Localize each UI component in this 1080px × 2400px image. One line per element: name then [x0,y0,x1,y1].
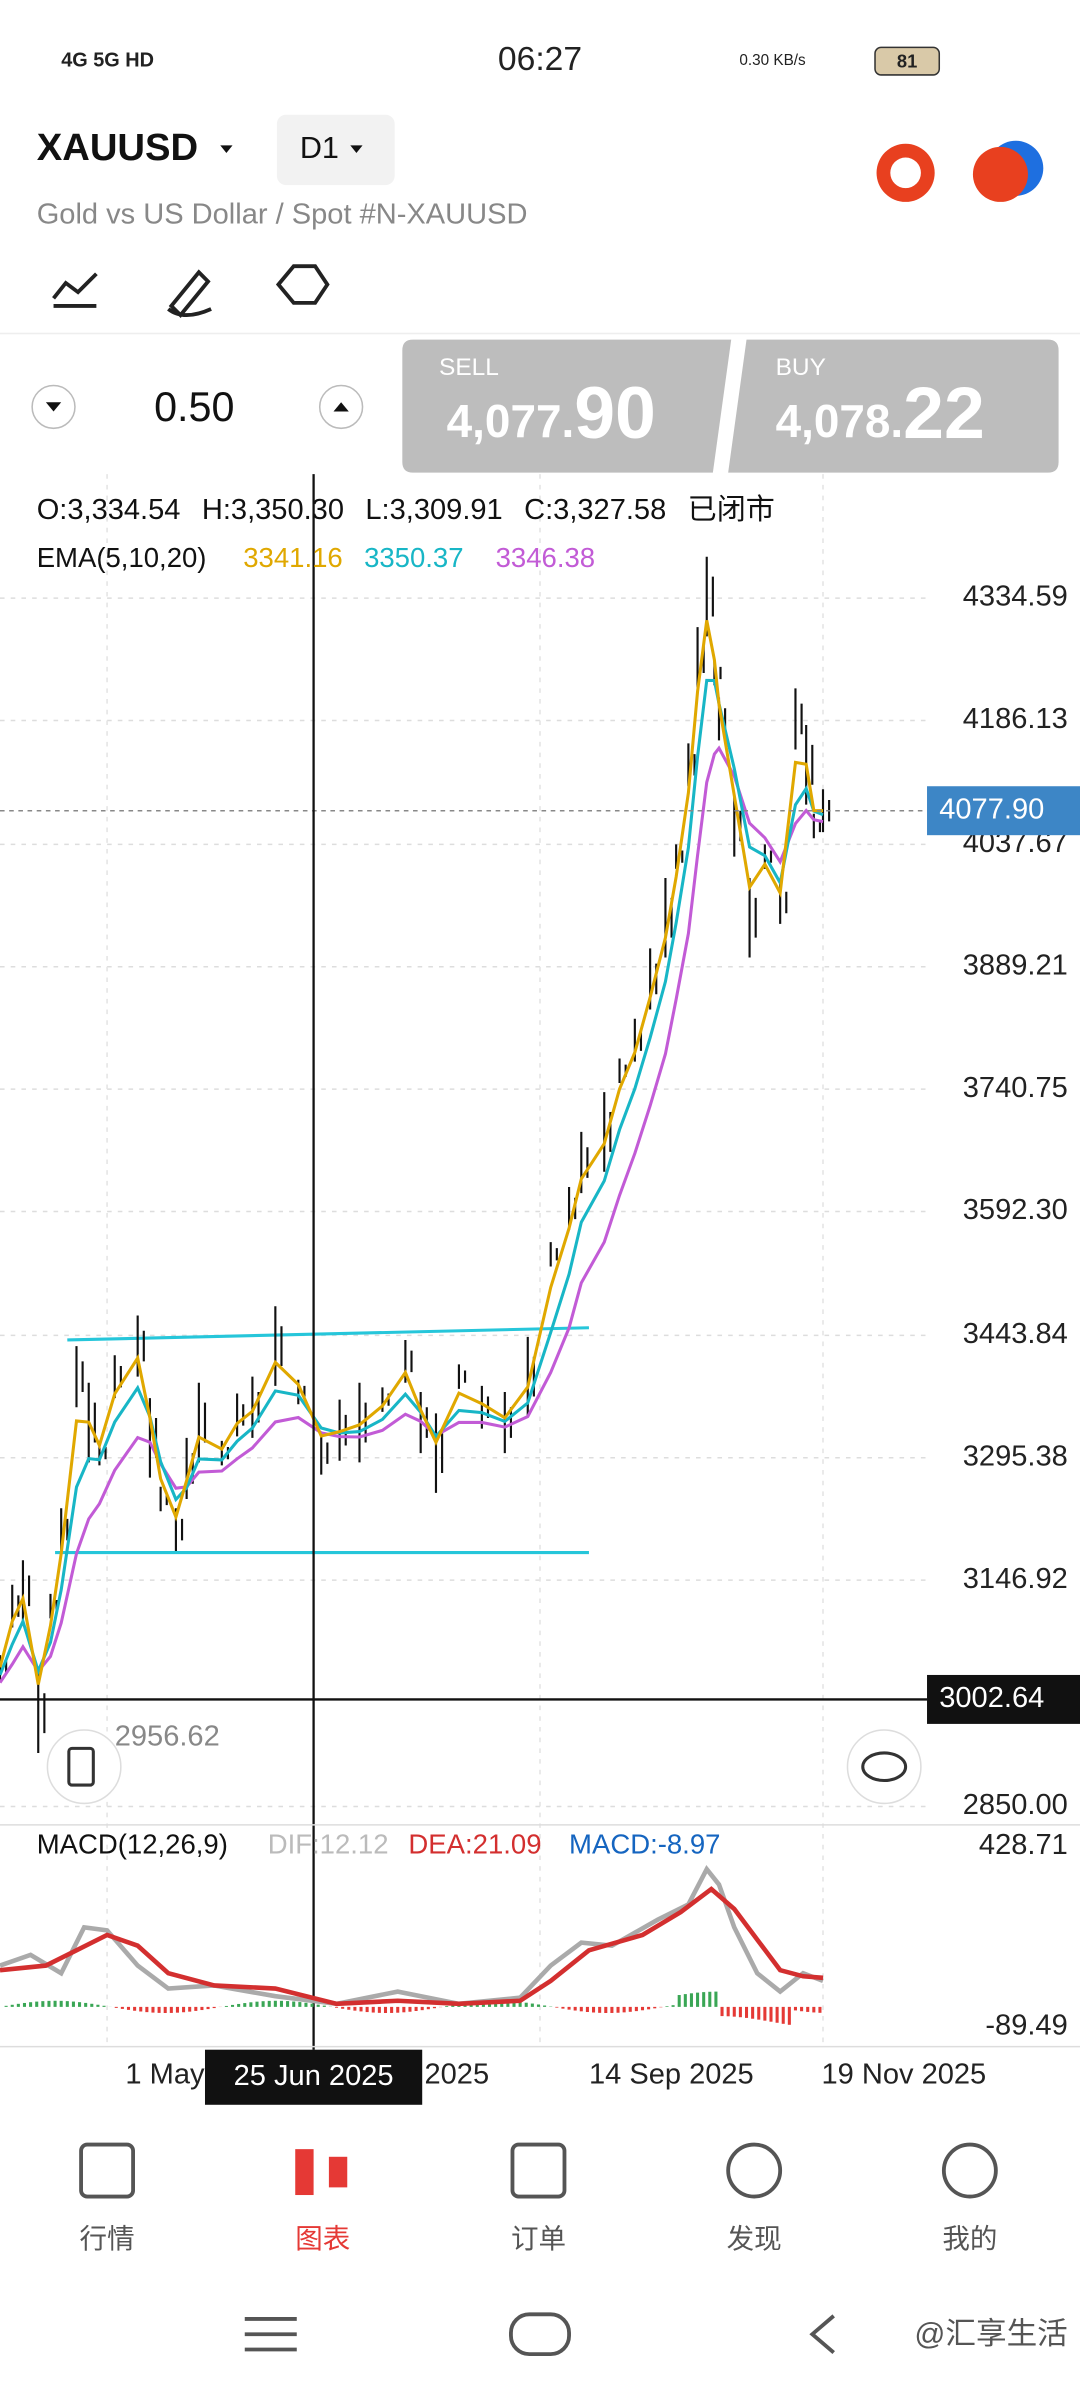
buy-main: 4,078.22 [776,373,985,455]
nav-label[interactable]: 订单 [511,2223,566,2254]
lot[interactable]: 0.50 [154,384,234,430]
settings-icon[interactable] [275,264,330,305]
indicator-icon[interactable] [52,272,98,308]
price-label: 3146.92 [963,1563,1068,1595]
dropdown [220,145,233,153]
nav-icon [328,2156,348,2188]
x-label: 14 Sep 2025 [589,2058,754,2090]
min-label: 2956.62 [115,1720,220,1752]
macd-lines [0,1865,824,2025]
nav-label[interactable]: 图表 [295,2223,350,2254]
macd-max: 428.71 [979,1829,1068,1861]
crosshair-price-box [927,1674,1080,1724]
x-label: 19 Nov 2025 [821,2058,986,2090]
sell-main: 4,077.90 [447,373,656,455]
trendline [67,1326,589,1342]
nav-icon [941,2142,998,2199]
rotate-icon [67,1746,95,1787]
price-label: 4186.13 [963,703,1068,735]
battery-level: 81 [897,51,917,72]
network: 4G 5G HD [61,49,154,71]
macd: MACD:-8.97 [569,1829,720,1860]
ema5-line [0,620,824,1685]
minus-btn[interactable] [31,384,76,430]
ema5: 3341.16 [243,542,342,573]
eye-icon [861,1751,908,1783]
speed: 0.30 KB/s [739,52,806,69]
dif: DIF:12.12 [268,1829,389,1860]
nav-icon [510,2142,567,2199]
ema-label: EMA(5,10,20) [37,542,207,573]
flash-icon[interactable] [972,146,1028,202]
ema20-line [0,745,824,1684]
ohlc-item: C:3,327.58 [524,494,666,526]
dea-line [0,1886,824,2007]
sell-btn[interactable] [402,339,732,473]
x-label: l 2025 [410,2058,489,2090]
plus-arrow [333,402,349,412]
bottom-nav: 行情 图表 订单 发现 我的 [79,2142,998,2254]
symbol[interactable]: XAUUSD [37,126,198,169]
ema10: 3350.37 [364,542,463,573]
price-label: 3889.21 [963,949,1068,981]
watermark: @汇享生活 [914,2317,1067,2351]
nav-icon [726,2142,783,2199]
plus-btn[interactable] [318,384,364,430]
grid: 4334.594186.134037.673889.213740.753592.… [0,474,1068,2047]
menu-key[interactable] [244,2317,297,2352]
clock-face [890,157,921,189]
buy-label: BUY [776,354,826,381]
price-label: 3295.38 [963,1440,1068,1472]
candles [0,556,831,1753]
nav-label[interactable]: 行情 [80,2223,135,2254]
nav-label[interactable]: 我的 [942,2223,997,2254]
dea: DEA:21.09 [408,1829,541,1860]
visibility-btn[interactable] [846,1729,922,1805]
ohlc-item: H:3,350.30 [202,494,344,526]
dif-line [0,1865,824,2007]
minus-arrow [45,402,62,412]
buy-price-frac: 22 [903,373,985,455]
rotate-btn[interactable] [46,1729,122,1805]
ohlc-item: 已闭市 [688,493,775,526]
dropdown [350,145,363,153]
nav-icon [295,2149,314,2196]
price-lines [0,556,831,1753]
ohlc-item: L:3,309.91 [365,494,502,526]
nav-label[interactable]: 发现 [727,2223,782,2254]
macd-min: -89.49 [985,2009,1067,2041]
price-label: 2850.00 [963,1789,1068,1821]
buy-price-main: 4,078. [776,395,904,447]
sell-label: SELL [439,354,499,381]
price-label: 3740.75 [963,1072,1068,1104]
timeframe-btn[interactable] [276,114,395,186]
ohlc: O:3,334.54 H:3,350.30 L:3,309.91 C:3,327.58… [37,493,775,526]
subtitle: Gold vs US Dollar / Spot #N-XAUUSD [37,198,528,230]
crosshair-date: 25 Jun 2025 [234,2060,394,2092]
sell-price-frac: 90 [574,373,656,455]
price-label: 4334.59 [963,581,1068,613]
home-key[interactable] [509,2312,571,2357]
price-label: 3443.84 [963,1318,1068,1350]
draw-icon[interactable] [167,269,212,318]
macd-label: MACD(12,26,9) [37,1829,228,1860]
crosshair-price: 3002.64 [939,1682,1044,1714]
ohlc-item: O:3,334.54 [37,494,181,526]
time: 06:27 [498,41,582,78]
current-price-box [927,786,1080,836]
back-key[interactable] [809,2314,835,2355]
ema20: 3346.38 [496,542,595,573]
current-price: 4077.90 [939,793,1044,825]
battery [874,46,941,76]
crosshair-date-box [204,2049,423,2105]
sell-price-main: 4,077. [447,395,575,447]
x-label: 1 May [125,2058,205,2090]
buy-btn[interactable] [728,339,1059,473]
timeframe: D1 [300,131,339,165]
price-label: 3592.30 [963,1194,1068,1226]
nav-icon [79,2142,135,2199]
